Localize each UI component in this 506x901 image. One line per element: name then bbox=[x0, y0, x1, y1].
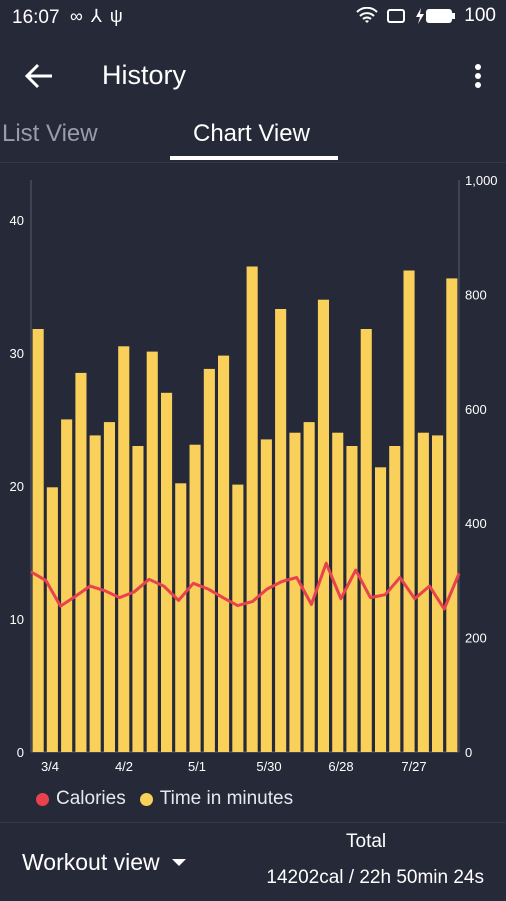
tab-list-view[interactable]: List View bbox=[2, 120, 98, 147]
status-right: 100 bbox=[356, 5, 496, 27]
x-tick-0: 3/4 bbox=[41, 759, 59, 774]
bar-time-0 bbox=[32, 329, 44, 752]
left-tick-0: 0 bbox=[17, 745, 24, 760]
legend-item-time: Time in minutes bbox=[139, 788, 294, 810]
bar-time-16 bbox=[260, 439, 272, 752]
cast-icon bbox=[387, 9, 406, 23]
bar-time-12 bbox=[203, 368, 215, 752]
bar-time-13 bbox=[218, 355, 230, 752]
right-tick-2: 400 bbox=[465, 516, 487, 531]
bar-time-15 bbox=[246, 266, 258, 752]
bar-time-29 bbox=[446, 278, 458, 752]
x-tick-4: 6/28 bbox=[328, 759, 353, 774]
arrow-left-icon bbox=[24, 63, 52, 89]
bar-time-4 bbox=[89, 435, 101, 752]
infinity-icon: ∞ bbox=[70, 6, 83, 26]
x-tick-5: 7/27 bbox=[401, 759, 426, 774]
battery-icon bbox=[416, 8, 456, 24]
bar-time-1 bbox=[46, 487, 58, 752]
bar-time-6 bbox=[118, 346, 130, 752]
status-left-icons: ∞ ⅄ ψ bbox=[70, 6, 123, 27]
bar-time-8 bbox=[146, 351, 158, 752]
bar-time-7 bbox=[132, 446, 144, 752]
left-tick-3: 30 bbox=[10, 346, 24, 361]
bar-time-14 bbox=[232, 484, 244, 752]
bar-time-5 bbox=[103, 422, 115, 752]
bar-time-11 bbox=[189, 444, 201, 752]
usb-icon: ψ bbox=[109, 6, 123, 26]
total-value: 14202cal / 22h 50min 24s bbox=[266, 867, 484, 888]
battery-level: 100 bbox=[464, 5, 496, 26]
wifi-icon bbox=[356, 7, 379, 23]
bar-time-2 bbox=[61, 419, 73, 752]
chart-legend: Calories Time in minutes bbox=[36, 788, 307, 810]
bar-time-10 bbox=[175, 483, 187, 752]
x-tick-1: 4/2 bbox=[115, 759, 133, 774]
status-bar: 16:07 ∞ ⅄ ψ 100 bbox=[0, 0, 506, 36]
calories-line bbox=[30, 561, 461, 611]
legend-label-time: Time in minutes bbox=[159, 788, 294, 809]
x-tick-2: 5/1 bbox=[188, 759, 206, 774]
status-time: 16:07 bbox=[12, 7, 60, 28]
bar-time-28 bbox=[432, 435, 444, 752]
right-tick-0: 0 bbox=[465, 745, 472, 760]
legend-label-calories: Calories bbox=[56, 788, 126, 809]
bar-time-26 bbox=[403, 270, 415, 752]
bar-time-19 bbox=[303, 422, 315, 752]
left-tick-2: 20 bbox=[10, 479, 24, 494]
view-tabs: List View Chart View bbox=[0, 112, 506, 163]
chevron-down-icon bbox=[171, 859, 186, 866]
right-tick-5: 1,000 bbox=[465, 173, 498, 188]
overflow-menu-button[interactable] bbox=[470, 60, 486, 92]
time-dot bbox=[139, 792, 153, 806]
left-tick-4: 40 bbox=[10, 213, 24, 228]
share-icon: ⅄ bbox=[90, 6, 102, 26]
total-label: Total bbox=[346, 831, 387, 852]
chart-area: 0 10 20 30 40 0 200 400 600 800 1,000 3/4 4/2 5/1 5/30… bbox=[0, 163, 506, 823]
tab-indicator bbox=[170, 156, 338, 160]
workout-view-dropdown[interactable]: Workout view bbox=[22, 849, 186, 876]
page-title: History bbox=[102, 60, 187, 90]
right-tick-3: 600 bbox=[465, 402, 487, 417]
back-button[interactable] bbox=[22, 60, 58, 92]
left-tick-1: 10 bbox=[10, 612, 24, 627]
bar-time-20 bbox=[317, 299, 329, 752]
right-tick-1: 200 bbox=[465, 631, 487, 646]
bottom-bar: Workout view Total 14202cal / 22h 50min … bbox=[0, 822, 506, 901]
bar-time-25 bbox=[389, 446, 401, 752]
right-tick-4: 800 bbox=[465, 287, 487, 302]
calories-dot bbox=[36, 792, 49, 806]
more-vert-icon bbox=[475, 64, 481, 88]
bar-time-17 bbox=[275, 309, 287, 752]
legend-item-calories: Calories bbox=[36, 788, 126, 810]
bar-time-3 bbox=[75, 372, 87, 752]
bar-time-18 bbox=[289, 432, 301, 752]
bar-time-23 bbox=[360, 329, 372, 752]
bar-time-24 bbox=[375, 467, 387, 752]
x-tick-3: 5/30 bbox=[256, 759, 281, 774]
tab-chart-view[interactable]: Chart View bbox=[193, 120, 310, 147]
workout-view-label: Workout view bbox=[22, 849, 160, 875]
bar-time-22 bbox=[346, 446, 358, 752]
bar-time-9 bbox=[161, 392, 173, 752]
app-bar: History bbox=[0, 40, 506, 112]
